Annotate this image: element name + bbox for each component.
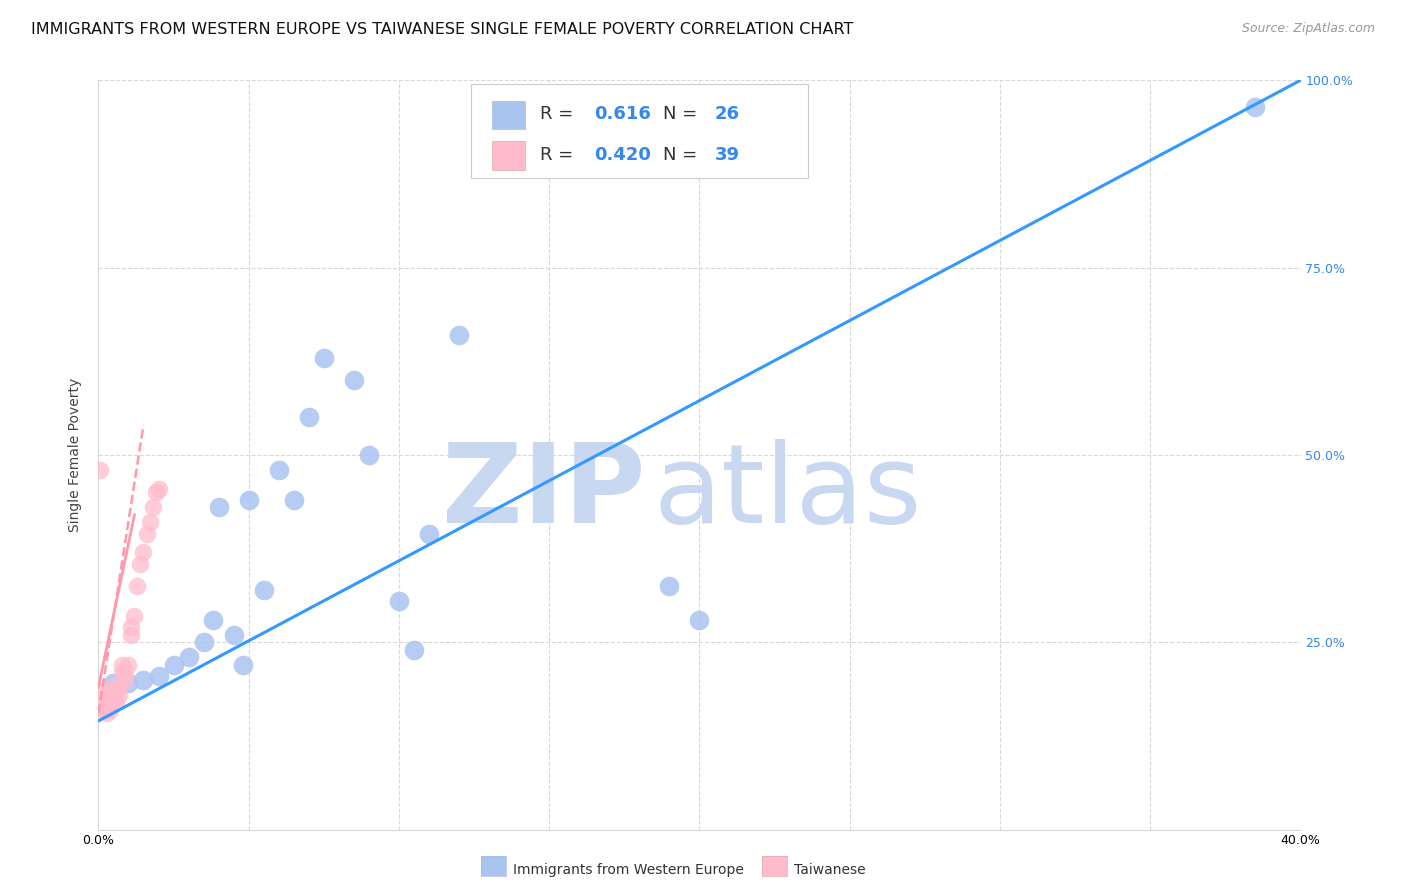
Point	[105, 695, 128, 709]
Point	[111, 657, 134, 672]
Point	[193, 635, 215, 649]
Text: R =: R =	[540, 105, 579, 123]
Point	[117, 657, 139, 672]
Point	[253, 582, 276, 597]
Point	[100, 684, 122, 698]
Point	[447, 328, 470, 343]
Point	[96, 688, 118, 702]
Point	[148, 669, 170, 683]
Point	[103, 688, 125, 702]
Point	[267, 463, 290, 477]
Text: 26: 26	[716, 105, 740, 123]
Point	[103, 680, 125, 694]
Point	[114, 665, 136, 680]
Point	[94, 695, 117, 709]
Point	[132, 673, 155, 687]
Point	[108, 688, 131, 702]
Point	[658, 579, 681, 593]
Text: atlas: atlas	[654, 439, 922, 546]
Point	[141, 500, 163, 515]
Point	[688, 613, 710, 627]
Point	[90, 684, 112, 698]
Point	[238, 492, 260, 507]
Point	[124, 609, 146, 624]
Point	[418, 526, 440, 541]
Point	[138, 516, 160, 530]
Point	[105, 684, 128, 698]
Point	[357, 448, 380, 462]
Bar	[492, 141, 526, 169]
Point	[100, 695, 122, 709]
Point	[96, 706, 118, 721]
Point	[148, 482, 170, 496]
Bar	[492, 101, 526, 129]
Text: 0.616: 0.616	[593, 105, 651, 123]
Point	[201, 613, 224, 627]
Point	[105, 691, 128, 706]
Point	[208, 500, 231, 515]
Text: IMMIGRANTS FROM WESTERN EUROPE VS TAIWANESE SINGLE FEMALE POVERTY CORRELATION CH: IMMIGRANTS FROM WESTERN EUROPE VS TAIWAN…	[31, 22, 853, 37]
Point	[232, 657, 254, 672]
Text: 0.420: 0.420	[593, 145, 651, 164]
Point	[108, 680, 131, 694]
Point	[127, 579, 149, 593]
Point	[121, 628, 143, 642]
Point	[90, 698, 112, 713]
Point	[91, 695, 114, 709]
Point	[100, 691, 122, 706]
Point	[312, 351, 335, 365]
Point	[96, 703, 118, 717]
Point	[129, 557, 152, 571]
Text: ZIP: ZIP	[441, 439, 645, 546]
Text: Immigrants from Western Europe: Immigrants from Western Europe	[513, 863, 744, 877]
Point	[402, 642, 425, 657]
Point	[145, 485, 167, 500]
Point	[162, 657, 184, 672]
Point	[343, 373, 366, 387]
Point	[121, 620, 143, 634]
FancyBboxPatch shape	[471, 84, 807, 178]
Point	[93, 691, 115, 706]
Point	[114, 673, 136, 687]
Point	[93, 703, 115, 717]
Text: Taiwanese: Taiwanese	[794, 863, 866, 877]
Point	[132, 545, 155, 559]
Text: N =: N =	[664, 105, 703, 123]
Point	[103, 676, 125, 690]
Text: 39: 39	[716, 145, 740, 164]
Text: Source: ZipAtlas.com: Source: ZipAtlas.com	[1241, 22, 1375, 36]
Point	[283, 492, 305, 507]
Point	[222, 628, 245, 642]
Point	[111, 665, 134, 680]
Point	[388, 594, 411, 608]
Point	[100, 703, 122, 717]
Text: N =: N =	[664, 145, 703, 164]
Point	[1244, 99, 1267, 113]
Y-axis label: Single Female Poverty: Single Female Poverty	[69, 378, 83, 532]
Text: R =: R =	[540, 145, 579, 164]
Point	[135, 526, 157, 541]
Point	[96, 695, 118, 709]
Point	[177, 650, 200, 665]
Point	[89, 463, 111, 477]
Point	[103, 691, 125, 706]
Point	[117, 676, 139, 690]
Point	[298, 410, 321, 425]
